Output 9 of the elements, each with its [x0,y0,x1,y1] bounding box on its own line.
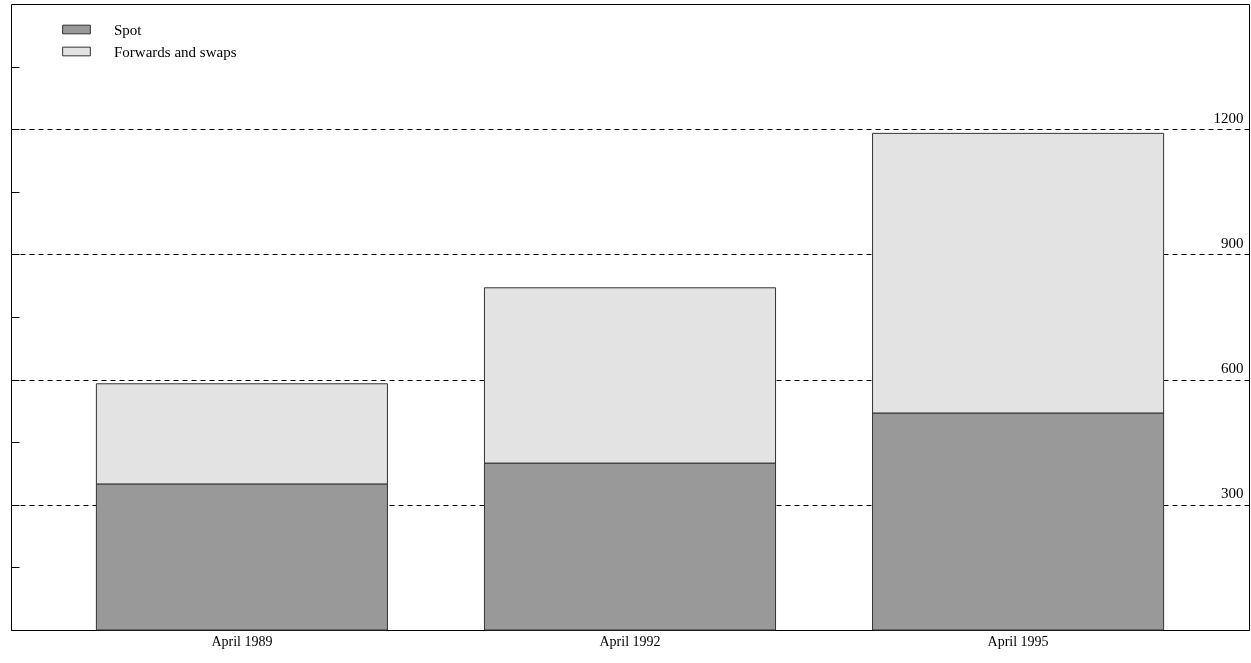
y-tick-label: 300 [1221,485,1244,502]
x-tick-label: April 1995 [987,633,1049,649]
y-tick-label: 1200 [1213,109,1244,126]
legend-label: Forwards and swaps [114,43,237,60]
x-tick-label: April 1989 [211,633,273,649]
y-tick-label: 600 [1221,360,1244,377]
x-tick-label: April 1992 [599,633,661,649]
legend-label: Spot [114,21,143,38]
y-tick-label: 900 [1221,234,1244,251]
